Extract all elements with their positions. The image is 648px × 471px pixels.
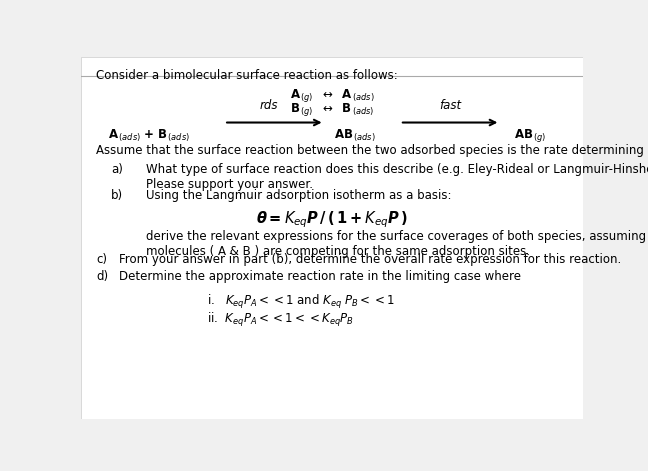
Text: $\mathbf{AB}$$_{\,(g)}$: $\mathbf{AB}$$_{\,(g)}$ — [515, 127, 547, 144]
Text: $\mathbf{AB}$$_{\,(ads)}$: $\mathbf{AB}$$_{\,(ads)}$ — [334, 127, 376, 144]
Text: Consider a bimolecular surface reaction as follows:: Consider a bimolecular surface reaction … — [96, 69, 398, 82]
Text: Assume that the surface reaction between the two adsorbed species is the rate de: Assume that the surface reaction between… — [96, 144, 648, 157]
Text: What type of surface reaction does this describe (e.g. Eley-Rideal or Langmuir-H: What type of surface reaction does this … — [146, 163, 648, 191]
Text: i.   $K_{eq}P_A << 1$ and $K_{eq}$ $P_B << 1$: i. $K_{eq}P_A << 1$ and $K_{eq}$ $P_B <<… — [207, 293, 395, 311]
Text: a): a) — [111, 163, 123, 176]
Text: fast: fast — [439, 98, 461, 112]
Text: Determine the approximate reaction rate in the limiting case where: Determine the approximate reaction rate … — [119, 270, 520, 283]
Text: Using the Langmuir adsorption isotherm as a basis:: Using the Langmuir adsorption isotherm a… — [146, 189, 452, 202]
Text: b): b) — [111, 189, 123, 202]
Text: $\mathbf{A}$$_{\,(ads)}$ $\mathbf{+}$ $\mathbf{B}$$_{\,(ads)}$: $\mathbf{A}$$_{\,(ads)}$ $\mathbf{+}$ $\… — [108, 127, 190, 144]
Text: rds: rds — [260, 98, 279, 112]
Text: ii.  $K_{eq}P_A << 1 << K_{eq}P_B$: ii. $K_{eq}P_A << 1 << K_{eq}P_B$ — [207, 311, 353, 329]
Text: $\mathbf{B}$$_{\,(g)}$  $\leftrightarrow$  $\mathbf{B}$$_{\,(ads)}$: $\mathbf{B}$$_{\,(g)}$ $\leftrightarrow$… — [290, 101, 375, 118]
Text: c): c) — [96, 253, 107, 266]
Text: $\boldsymbol{\theta = K_{eq}P\,/\,(\,1 + K_{eq}P\,)}$: $\boldsymbol{\theta = K_{eq}P\,/\,(\,1 +… — [256, 210, 408, 230]
Text: d): d) — [96, 270, 108, 283]
Text: $\mathbf{A}$$_{\,(g)}$  $\leftrightarrow$  $\mathbf{A}$$_{\,(ads)}$: $\mathbf{A}$$_{\,(g)}$ $\leftrightarrow$… — [290, 87, 375, 105]
Text: derive the relevant expressions for the surface coverages of both species, assum: derive the relevant expressions for the … — [146, 230, 648, 258]
FancyBboxPatch shape — [81, 57, 583, 419]
Text: From your answer in part (b), determine the overall rate expression for this rea: From your answer in part (b), determine … — [119, 253, 621, 266]
